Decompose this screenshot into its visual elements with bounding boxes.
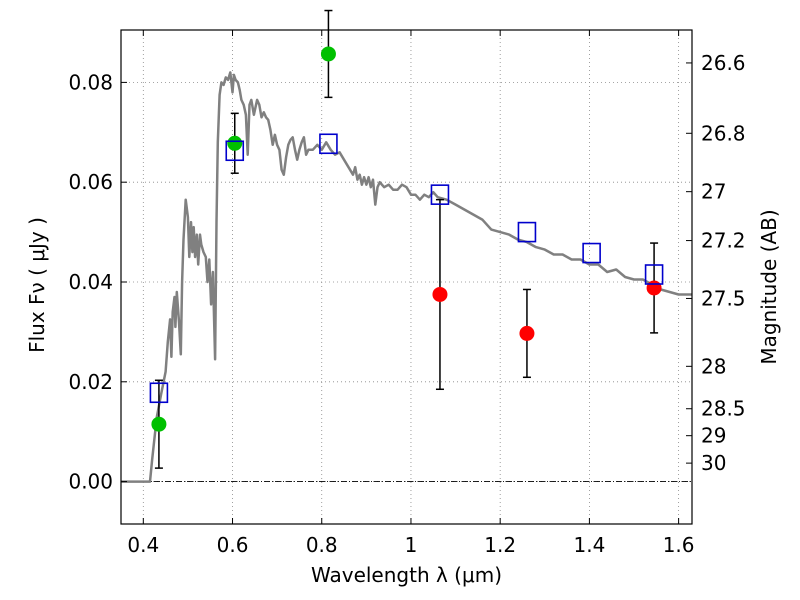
y-tick-label: 0.02 (68, 370, 113, 394)
axis-ticks (121, 30, 692, 524)
model-box-marker (430, 184, 450, 205)
red-data-point (519, 325, 535, 341)
y-axis-label: Flux Fν ( μJy ) (25, 217, 49, 353)
y-tick-label: 0.04 (68, 270, 113, 294)
model-box-marker (644, 264, 664, 285)
y-tick-label: 0.08 (68, 70, 113, 94)
y2-tick-label: 26.6 (701, 51, 746, 75)
y2-tick-label: 26.8 (701, 121, 746, 145)
model-box-marker (582, 242, 601, 264)
model-spectrum-line (121, 71, 692, 483)
data-markers (149, 46, 664, 432)
x-tick-label: 0.6 (217, 533, 249, 557)
green-data-point (227, 135, 243, 151)
x-tick-label: 1.2 (484, 533, 516, 557)
y2-tick-label: 28 (701, 354, 726, 378)
model-spectrum (121, 71, 692, 483)
x-tick-label: 1.4 (573, 533, 605, 557)
model-box-marker (319, 133, 338, 155)
y2-tick-label: 27 (701, 180, 726, 204)
x-tick-label: 0.8 (306, 533, 338, 557)
x-tick-label: 1.6 (663, 533, 695, 557)
y2-tick-label: 28.5 (701, 397, 746, 421)
x-tick-label: 1 (405, 533, 418, 557)
x-tick-label: 0.4 (127, 533, 159, 557)
y2-tick-label: 30 (701, 451, 726, 475)
y-tick-label: 0.00 (68, 470, 113, 494)
model-box-marker (225, 140, 245, 162)
red-data-point (432, 286, 448, 302)
y2-tick-label: 27.2 (701, 229, 746, 253)
red-data-point (646, 280, 662, 296)
x-axis-label: Wavelength λ (μm) (311, 563, 502, 587)
model-box-marker (517, 221, 537, 243)
tick-labels: 0.4 0.6 0.8 1 1.2 1.4 1.6 0.00 0.02 0.04 0.06 0.08 2… (68, 51, 745, 557)
green-data-point (320, 46, 336, 62)
y2-tick-label: 27.5 (701, 286, 746, 310)
right-axis-label: Magnitude (AB) (757, 209, 781, 364)
y-tick-label: 0.06 (68, 170, 113, 194)
green-data-point (151, 416, 167, 432)
plot-frame (120, 29, 693, 525)
model-box-marker (149, 382, 169, 404)
y2-tick-label: 29 (701, 424, 726, 448)
